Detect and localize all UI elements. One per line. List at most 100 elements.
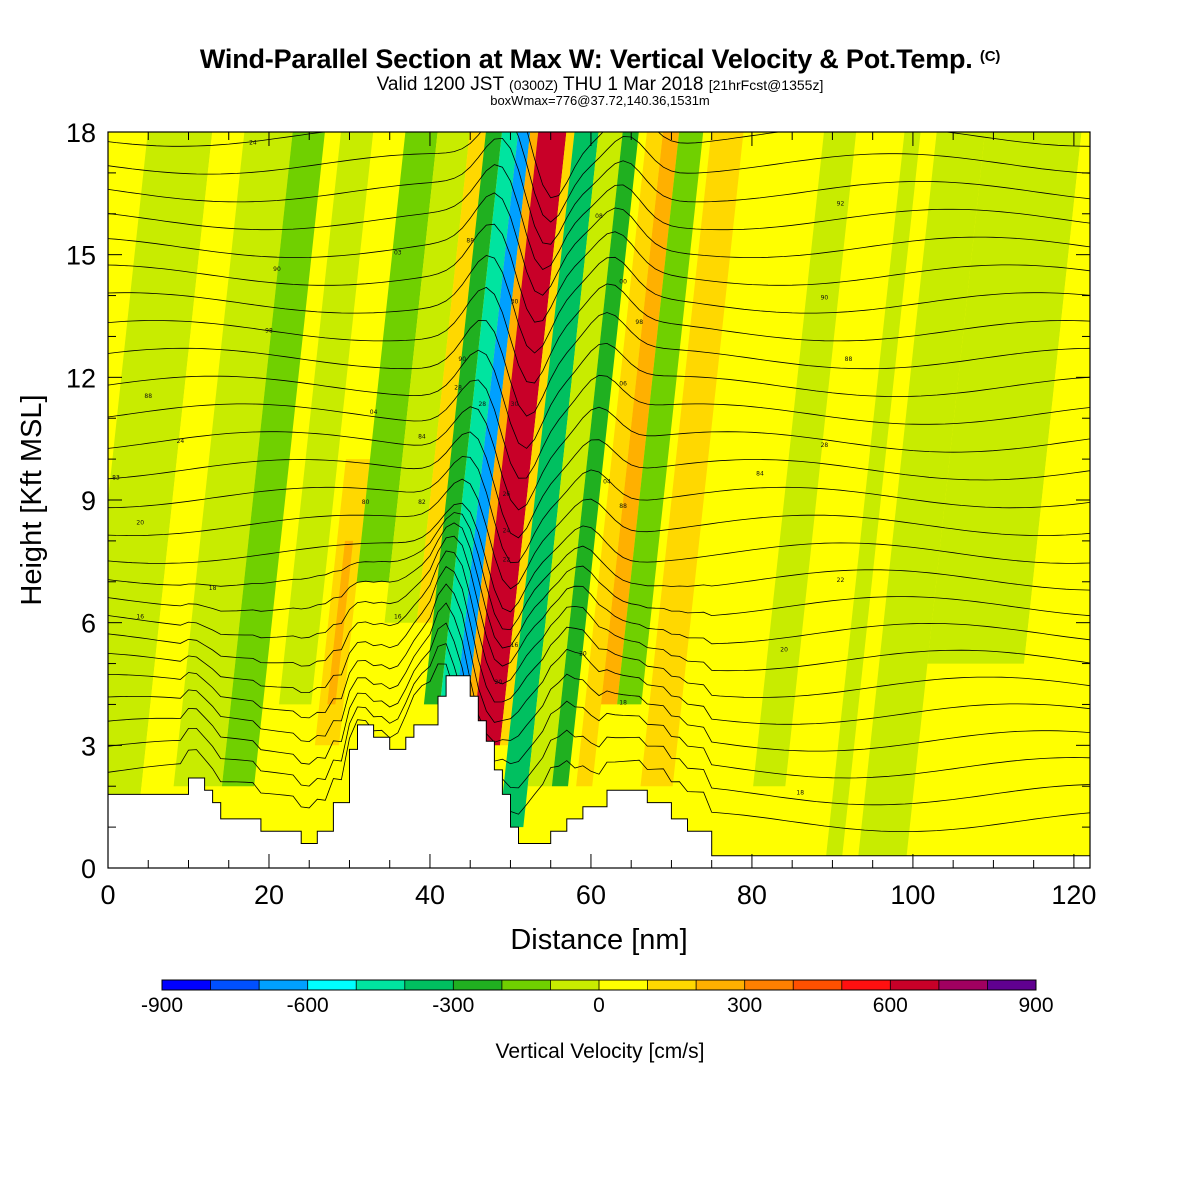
theta-label-33: 18 xyxy=(619,699,627,706)
colorbar-swatch-5 xyxy=(404,980,454,990)
x-tick-label-40: 40 xyxy=(415,880,445,910)
w-cell-12 xyxy=(435,132,519,746)
theta-label-38: 84 xyxy=(756,471,764,478)
theta-label-3: 88 xyxy=(144,393,152,400)
w-cell-25 xyxy=(824,132,921,868)
theta-label-18: 28 xyxy=(478,401,486,408)
theta-label-9: 80 xyxy=(362,499,370,506)
theta-contour-14 xyxy=(108,406,1090,511)
theta-label-13: 82 xyxy=(418,499,426,506)
colorbar: -900 -600 -300 0 300 600 900 xyxy=(141,979,1054,1017)
theta-label-29: 06 xyxy=(619,381,627,388)
x-tick-label-80: 80 xyxy=(737,880,767,910)
w-cell-18 xyxy=(527,132,623,787)
theta-label-6: 20 xyxy=(136,520,144,527)
theta-contour-23 xyxy=(108,137,1090,245)
theta-label-11: 04 xyxy=(370,409,378,416)
colorbar-swatch-10 xyxy=(647,980,697,990)
copyright-mark: (C) xyxy=(979,48,1001,65)
colorbar-swatch-3 xyxy=(307,980,357,990)
colorbar-swatch-14 xyxy=(841,980,891,990)
x-tick-label-20: 20 xyxy=(254,880,284,910)
theta-label-1: 90 xyxy=(273,266,281,273)
theta-contour-11 xyxy=(108,478,1090,590)
colorbar-swatch-12 xyxy=(744,980,794,990)
theta-contour-13 xyxy=(108,431,1090,539)
theta-label-7: 18 xyxy=(209,585,217,592)
theta-contour-1 xyxy=(108,643,1090,806)
y-tick-label-0: 0 xyxy=(81,854,96,884)
colorbar-label--900: -900 xyxy=(141,994,183,1017)
theta-label-30: 04 xyxy=(603,479,611,486)
theta-label-10: 03 xyxy=(394,250,402,257)
w-cell-10 xyxy=(416,132,486,623)
theta-contour-24 xyxy=(108,132,1090,223)
y-tick-label-9: 9 xyxy=(81,486,96,516)
theta-label-19: 30 xyxy=(511,299,519,306)
colorbar-swatch-7 xyxy=(501,980,551,990)
y-tick-label-12: 12 xyxy=(66,363,96,393)
theta-contour-16 xyxy=(108,342,1090,449)
theta-label-32: 20 xyxy=(579,650,587,657)
theta-label-20: 30 xyxy=(511,401,519,408)
chart-subtitle: Valid 1200 JST (0300Z) THU 1 Mar 2018 [2… xyxy=(0,74,1200,96)
colorbar-label-900: 900 xyxy=(1018,994,1053,1017)
theta-contour-17 xyxy=(108,312,1090,417)
theta-label-31: 88 xyxy=(619,503,627,510)
w-cell-8 xyxy=(356,132,438,582)
chart-title: Wind-Parallel Section at Max W: Vertical… xyxy=(199,44,1001,74)
w-cell-22 xyxy=(617,132,704,705)
x-tick-label-120: 120 xyxy=(1051,880,1096,910)
theta-contour-6 xyxy=(108,550,1090,685)
theta-label-34: 92 xyxy=(837,201,845,208)
colorbar-swatch-17 xyxy=(987,980,1037,990)
theta-label-5: 83 xyxy=(112,475,120,482)
theta-label-12: 84 xyxy=(418,434,426,441)
theta-contour-25 xyxy=(108,132,1090,199)
theta-label-23: 22 xyxy=(503,556,511,563)
theta-label-0: 24 xyxy=(249,139,257,146)
theta-contour-5 xyxy=(108,565,1090,703)
colorbar-label-600: 600 xyxy=(873,994,908,1017)
theta-contour-20 xyxy=(108,223,1090,323)
theta-contour-19 xyxy=(108,254,1090,354)
x-tick-label-0: 0 xyxy=(100,880,115,910)
y-tick-label-18: 18 xyxy=(66,118,96,148)
w-cell-14 xyxy=(463,132,539,746)
theta-contour-2 xyxy=(108,622,1090,779)
theta-contour-10 xyxy=(108,502,1090,613)
colorbar-swatch-9 xyxy=(599,980,649,990)
w-cell-1 xyxy=(108,132,213,868)
y-tick-label-6: 6 xyxy=(81,609,96,639)
w-cell-7 xyxy=(327,540,354,705)
colorbar-swatch-13 xyxy=(793,980,843,990)
y-axis-label: Height [Kft MSL] xyxy=(16,394,48,605)
utc-time: (0300Z) xyxy=(509,77,559,93)
colorbar-title: Vertical Velocity [cm/s] xyxy=(496,1040,705,1063)
w-cell-24 xyxy=(753,132,857,787)
theta-label-17: 28 xyxy=(454,385,462,392)
theta-label-25: 20 xyxy=(495,679,503,686)
w-cell-23 xyxy=(640,132,744,787)
w-cell-19 xyxy=(551,132,639,787)
theta-label-41: 18 xyxy=(796,789,804,796)
colorbar-swatch-0 xyxy=(162,980,212,990)
theta-label-22: 24 xyxy=(503,528,511,535)
theta-label-15: 88 xyxy=(466,237,474,244)
theta-contour-7 xyxy=(108,535,1090,667)
w-cell-9 xyxy=(384,132,470,623)
theta-label-16: 90 xyxy=(458,356,466,363)
colorbar-label-0: 0 xyxy=(593,994,605,1017)
colorbar-swatch-16 xyxy=(938,980,988,990)
valid-date: THU 1 Mar 2018 xyxy=(563,74,704,95)
colorbar-swatch-11 xyxy=(696,980,746,990)
theta-label-24: 16 xyxy=(511,642,519,649)
w-cell-11 xyxy=(423,132,502,705)
w-cell-2 xyxy=(132,132,245,868)
w-cell-17 xyxy=(499,132,599,828)
plot-area: 24 90 98 88 24 83 20 18 16 80 03 04 84 82 16 88 90 28 28 30… xyxy=(108,132,1090,868)
colorbar-label--300: -300 xyxy=(432,994,474,1017)
theta-label-4: 24 xyxy=(177,438,185,445)
w-cell-26 xyxy=(857,132,985,868)
